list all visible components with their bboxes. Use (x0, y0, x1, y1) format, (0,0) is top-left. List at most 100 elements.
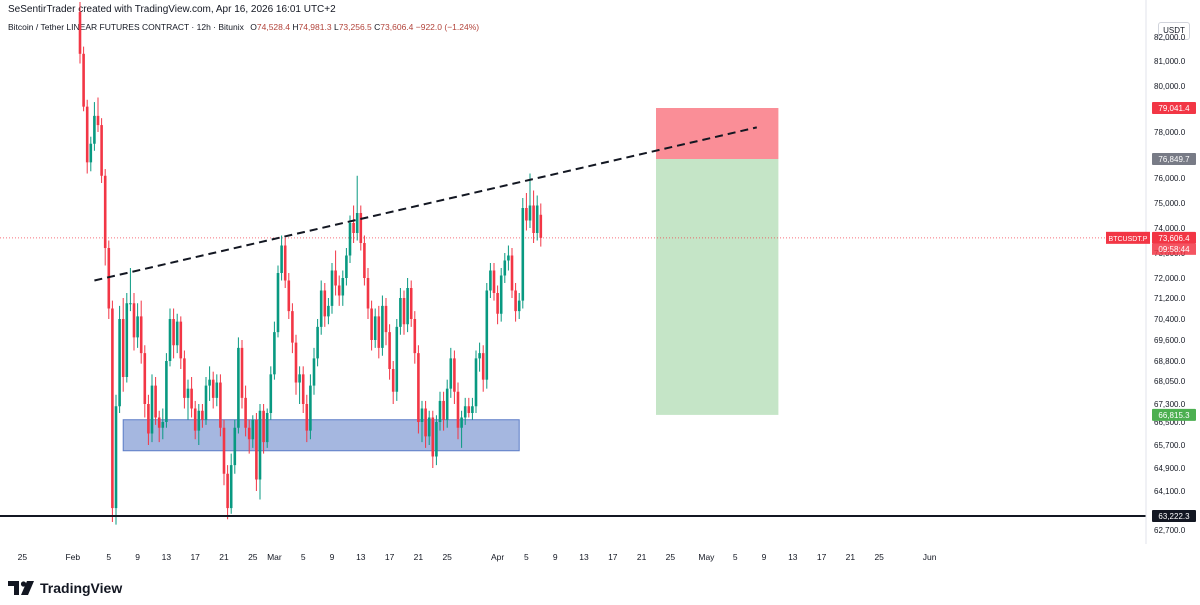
candle (247, 419, 251, 454)
candle (175, 313, 179, 354)
candle (100, 118, 103, 183)
ohlc-high-label: H (292, 22, 299, 32)
candle (291, 303, 294, 354)
x-tick-label: 5 (106, 552, 111, 562)
candle (287, 273, 291, 319)
x-tick-label: 21 (414, 552, 424, 562)
x-tick-label: 9 (330, 552, 335, 562)
candle (373, 308, 377, 348)
x-tick-label: 17 (817, 552, 827, 562)
candle-body (453, 358, 456, 392)
y-tick-label: 66,500.0 (1154, 418, 1186, 427)
candle-body (291, 311, 294, 343)
candle (150, 374, 154, 443)
x-tick-label: 25 (248, 552, 258, 562)
candle-body (445, 388, 449, 420)
x-tick-label: 5 (733, 552, 738, 562)
candle-body (150, 385, 154, 434)
candle (427, 410, 431, 445)
candle (507, 245, 510, 271)
svg-text:79,041.4: 79,041.4 (1158, 104, 1190, 113)
y-tick-label: 74,000.0 (1154, 224, 1186, 233)
ohlc-high: 74,981.3 (298, 22, 332, 32)
candle-body (186, 388, 190, 398)
candle-body (409, 288, 413, 319)
candle (334, 250, 337, 296)
candle-body (201, 410, 204, 420)
candle-body (503, 260, 507, 276)
candle (219, 374, 222, 437)
candle-body (345, 255, 348, 278)
candle (107, 240, 111, 319)
candle-body (175, 321, 179, 346)
candle (384, 298, 388, 346)
candle (229, 453, 233, 514)
symbol-description[interactable]: Bitcoin / Tether LINEAR FUTURES CONTRACT… (8, 22, 244, 32)
candle-body (305, 404, 309, 431)
chart-credit: SeSentirTrader created with TradingView.… (8, 4, 336, 15)
candle-body (298, 374, 301, 383)
candle-body (370, 308, 373, 340)
candle-body (247, 427, 251, 440)
y-tick-label: 65,700.0 (1154, 441, 1186, 450)
candle (132, 293, 136, 351)
candle (258, 404, 262, 500)
candle-body (388, 332, 391, 369)
risk-zone (656, 108, 779, 159)
candle (276, 265, 280, 338)
x-tick-label: 13 (162, 552, 172, 562)
candle-body (139, 316, 143, 354)
candle (496, 285, 499, 325)
x-tick-label: 25 (666, 552, 676, 562)
candle-body (330, 270, 334, 306)
candle-body (262, 410, 265, 443)
candle-body (183, 358, 186, 398)
candle-body (481, 353, 485, 380)
candle (485, 283, 489, 389)
candle-body (359, 213, 363, 243)
candle-body (229, 465, 233, 509)
candle (262, 404, 265, 454)
x-tick-label: 17 (608, 552, 618, 562)
price-chart[interactable]: 62,700.0 64,100.0 64,900.0 65,700.0 66,500.0… (0, 0, 1200, 575)
candle-body (190, 388, 193, 409)
candle (85, 99, 89, 174)
candle-body (323, 290, 327, 317)
candle (244, 385, 247, 437)
candle-body (222, 427, 226, 474)
y-tick-label: 80,000.0 (1154, 82, 1186, 91)
y-tick-label: 82,000.0 (1154, 33, 1186, 42)
candle (456, 382, 460, 440)
x-tick-label: 17 (385, 552, 395, 562)
ohlc-close: 73,606.4 (380, 22, 414, 32)
candle (528, 173, 532, 228)
candle (352, 205, 355, 243)
candle-body (528, 205, 532, 221)
candle (118, 305, 121, 413)
candle-body (532, 205, 535, 233)
candle (240, 340, 244, 409)
candle-body (193, 408, 197, 431)
candle (420, 400, 424, 443)
candle-body (312, 358, 316, 386)
candle-body (449, 358, 453, 389)
candle (255, 413, 258, 491)
candle-body (517, 300, 521, 312)
x-tick-label: 5 (524, 552, 529, 562)
candle-body (107, 248, 111, 309)
x-tick-label: 5 (301, 552, 306, 562)
candle (467, 397, 471, 418)
svg-text:76,849.7: 76,849.7 (1158, 155, 1190, 164)
stop-price-label: 66,815.3 (1152, 408, 1196, 421)
candle-body (273, 332, 276, 375)
currency-button[interactable]: USDT (1158, 22, 1190, 40)
candle (294, 334, 298, 395)
candle (193, 400, 197, 440)
candle-body (309, 385, 312, 431)
candle-body (226, 473, 229, 509)
candle (143, 345, 147, 418)
candle-body (240, 347, 244, 398)
candle-body (406, 288, 409, 325)
candle (417, 345, 420, 434)
candle-body (111, 308, 114, 509)
